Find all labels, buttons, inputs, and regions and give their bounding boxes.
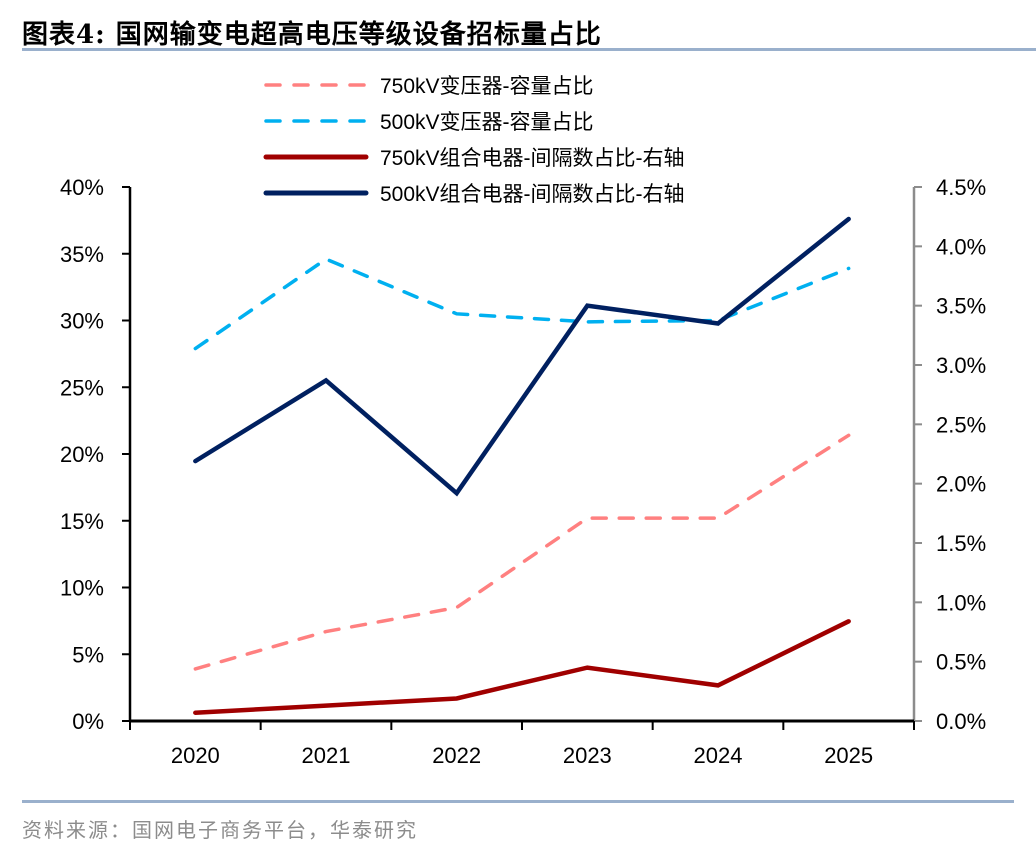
title-divider [22,48,1036,51]
x-tick-label: 2023 [563,743,612,768]
chart-title: 图表4: 国网输变电超高电压等级设备招标量占比 [22,20,602,50]
source-divider [22,800,1014,803]
axes: 0% 5% 10% 15% 20% 25% 30% 35% 40% 0.0% 0.5% 1.0% 1.5… [60,175,986,768]
y-right-tick-label: 0.5% [936,650,986,675]
y-right-tick-label: 2.5% [936,412,986,437]
y-right-tick-label: 3.0% [936,353,986,378]
y-left-tick-label: 0% [72,709,104,734]
y-right-tick-label: 4.0% [936,234,986,259]
series-line-3 [193,216,851,497]
source-note: 资料来源：国网电子商务平台，华泰研究 [22,818,418,842]
y-left-tick-label: 5% [72,642,104,667]
series-line-0 [193,433,851,671]
legend-label: 500kV组合电器-间隔数占比-右轴 [380,183,685,206]
y-left-tick-label: 15% [60,509,104,534]
series-line-2 [193,619,851,715]
y-right-tick-label: 3.5% [936,294,986,319]
legend-label: 750kV变压器-容量占比 [380,75,594,98]
y-left-tick-label: 25% [60,375,104,400]
series-line-1 [193,257,851,351]
legend: 750kV变压器-容量占比 500kV变压器-容量占比 750kV组合电器-间隔数占… [263,75,685,206]
y-right-tick-label: 1.0% [936,590,986,615]
legend-label: 750kV组合电器-间隔数占比-右轴 [380,147,685,170]
x-tick-label: 2024 [694,743,743,768]
series-layer [193,216,851,715]
x-tick-label: 2025 [824,743,873,768]
y-left-tick-label: 20% [60,442,104,467]
y-left-tick-label: 40% [60,175,104,200]
y-right-tick-label: 4.5% [936,175,986,200]
y-right-tick-label: 1.5% [936,531,986,556]
y-right-tick-label: 0.0% [936,709,986,734]
y-right-tick-label: 2.0% [936,472,986,497]
legend-label: 500kV变压器-容量占比 [380,111,594,134]
x-tick-label: 2021 [302,743,351,768]
y-left-tick-label: 35% [60,242,104,267]
x-tick-label: 2020 [171,743,220,768]
x-tick-label: 2022 [432,743,481,768]
y-left-tick-label: 30% [60,309,104,334]
y-left-tick-label: 10% [60,576,104,601]
